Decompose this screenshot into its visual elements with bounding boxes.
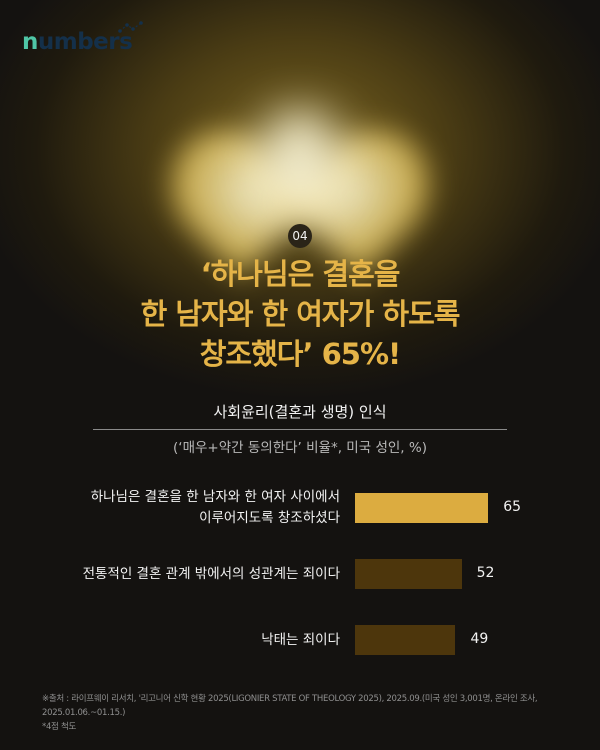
category-label: 전통적인 결혼 관계 밖에서의 성관계는 죄이다 bbox=[82, 565, 340, 582]
source-note: ※출처 : 라이프웨이 리서치, '리고니어 신학 현황 2025(LIGONI… bbox=[42, 694, 538, 718]
divider bbox=[93, 429, 507, 430]
chart-dots-icon bbox=[118, 21, 143, 33]
data-label: 65 bbox=[503, 499, 522, 515]
data-label: 52 bbox=[476, 565, 495, 581]
section-number-badge: 04 bbox=[288, 224, 312, 248]
data-label: 49 bbox=[470, 631, 489, 647]
numbers-logo: numbers bbox=[22, 21, 143, 55]
bar bbox=[355, 493, 489, 523]
footer-notes: ※출처 : 라이프웨이 리서치, '리고니어 신학 현황 2025(LIGONI… bbox=[42, 692, 582, 734]
chart-subtitle: (‘매우+약간 동의한다’ 비율*, 미국 성인, %) bbox=[173, 440, 427, 456]
chart-title: 사회윤리(결혼과 생명) 인식 bbox=[213, 403, 387, 421]
category-label: 하나님은 결혼을 한 남자와 한 여자 사이에서 이루어지도록 창조하셨다 bbox=[90, 489, 340, 526]
headline: ‘하나님은 결혼을 한 남자와 한 여자가 하도록 창조했다’ 65%! bbox=[140, 257, 461, 371]
scale-note: *4점 척도 bbox=[42, 722, 77, 732]
category-label: 낙태는 죄이다 bbox=[261, 631, 340, 648]
bar bbox=[355, 559, 462, 589]
bar bbox=[355, 625, 456, 655]
